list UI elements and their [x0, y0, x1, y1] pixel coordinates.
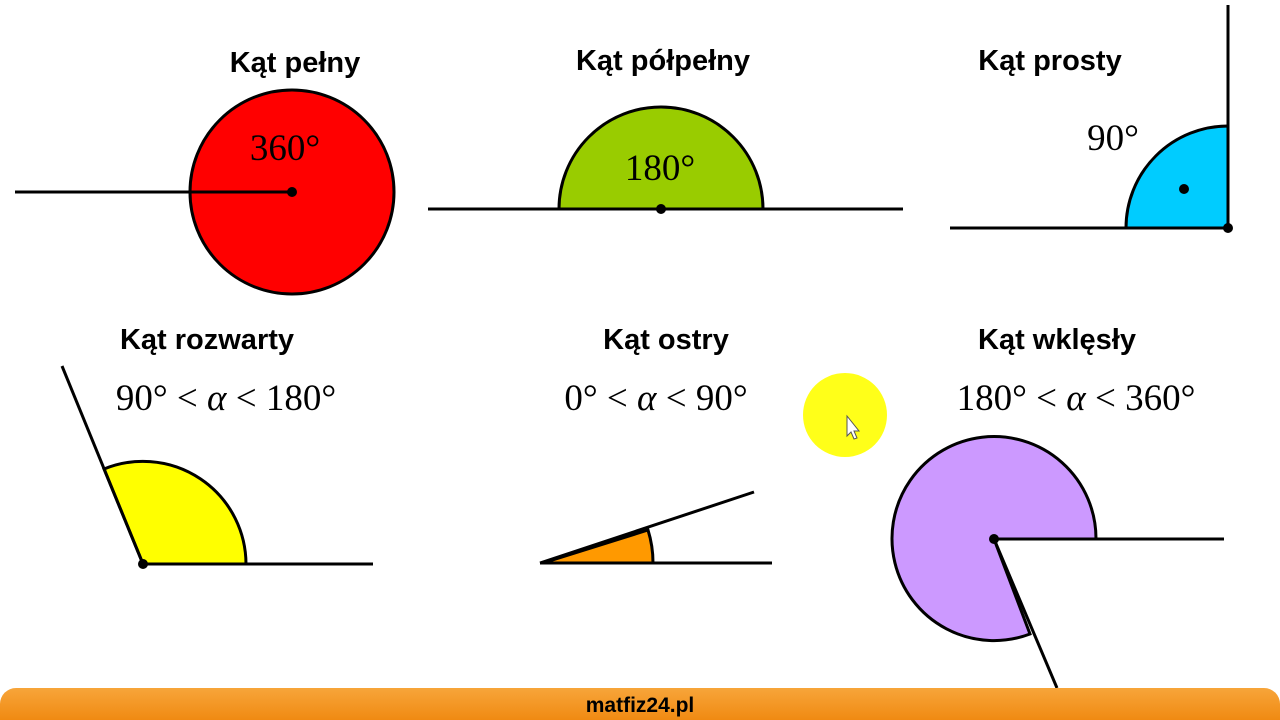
reflex-angle-range-op1: < [1036, 378, 1057, 419]
straight-angle-vertex [656, 204, 666, 214]
full-angle-title: Kąt pełny [230, 47, 361, 79]
right-angle-measure: 90° [1087, 118, 1139, 159]
obtuse-angle-range-var: α [207, 378, 228, 419]
reflex-angle-title: Kąt wklęsły [978, 324, 1136, 356]
reflex-angle-slanted-ray [992, 538, 1059, 689]
reflex-angle-range-high: 360° [1125, 378, 1195, 419]
obtuse-angle-range-op1: < [177, 378, 198, 419]
acute-angle-range-high: 90° [696, 378, 748, 419]
obtuse-angle-sector [102, 459, 248, 566]
reflex-angle-figure: Kąt wklęsły 180° < α < 360° [890, 324, 1224, 689]
straight-angle-measure: 180° [625, 148, 695, 189]
acute-angle-range-var: α [637, 378, 658, 419]
right-angle-marker-dot [1179, 184, 1189, 194]
reflex-angle-vertex [989, 534, 999, 544]
reflex-angle-range: 180° < α < 360° [957, 378, 1196, 419]
reflex-angle-range-var: α [1066, 378, 1087, 419]
right-angle-title: Kąt prosty [978, 45, 1121, 77]
arrow-pointer-icon [846, 414, 861, 440]
footer-site-name: matfiz24.pl [585, 694, 695, 717]
right-angle-vertex [1223, 223, 1233, 233]
obtuse-angle-slanted-ray [60, 365, 145, 565]
cursor-highlight-circle [803, 373, 887, 457]
right-angle-figure: Kąt prosty 90° [950, 5, 1233, 233]
right-angle-quarter-disc [1124, 124, 1230, 230]
obtuse-angle-vertex [138, 559, 148, 569]
acute-angle-range-low: 0° [564, 378, 597, 419]
obtuse-angle-figure: Kąt rozwarty 90° < α < 180° [60, 324, 373, 569]
obtuse-angle-range-high: 180° [266, 378, 336, 419]
obtuse-angle-range-op2: < [236, 378, 257, 419]
full-angle-measure: 360° [250, 128, 320, 169]
obtuse-angle-range: 90° < α < 180° [116, 378, 336, 419]
straight-angle-half-disc [557, 105, 765, 211]
mouse-cursor [803, 373, 887, 457]
acute-angle-range-op1: < [607, 378, 628, 419]
reflex-angle-range-low: 180° [957, 378, 1027, 419]
acute-angle-slanted-ray [539, 490, 755, 565]
full-angle-figure: Kąt pełny 360° [15, 47, 396, 296]
straight-angle-figure: Kąt półpełny 180° [428, 45, 903, 214]
straight-angle-title: Kąt półpełny [576, 45, 750, 77]
acute-angle-range: 0° < α < 90° [564, 378, 747, 419]
acute-angle-figure: Kąt ostry 0° < α < 90° [539, 324, 772, 565]
full-angle-vertex [287, 187, 297, 197]
acute-angle-range-op2: < [666, 378, 687, 419]
acute-angle-title: Kąt ostry [603, 324, 729, 356]
obtuse-angle-range-low: 90° [116, 378, 168, 419]
obtuse-angle-title: Kąt rozwarty [120, 324, 294, 356]
footer-bar: matfiz24.pl [0, 688, 1280, 720]
reflex-angle-range-op2: < [1095, 378, 1116, 419]
